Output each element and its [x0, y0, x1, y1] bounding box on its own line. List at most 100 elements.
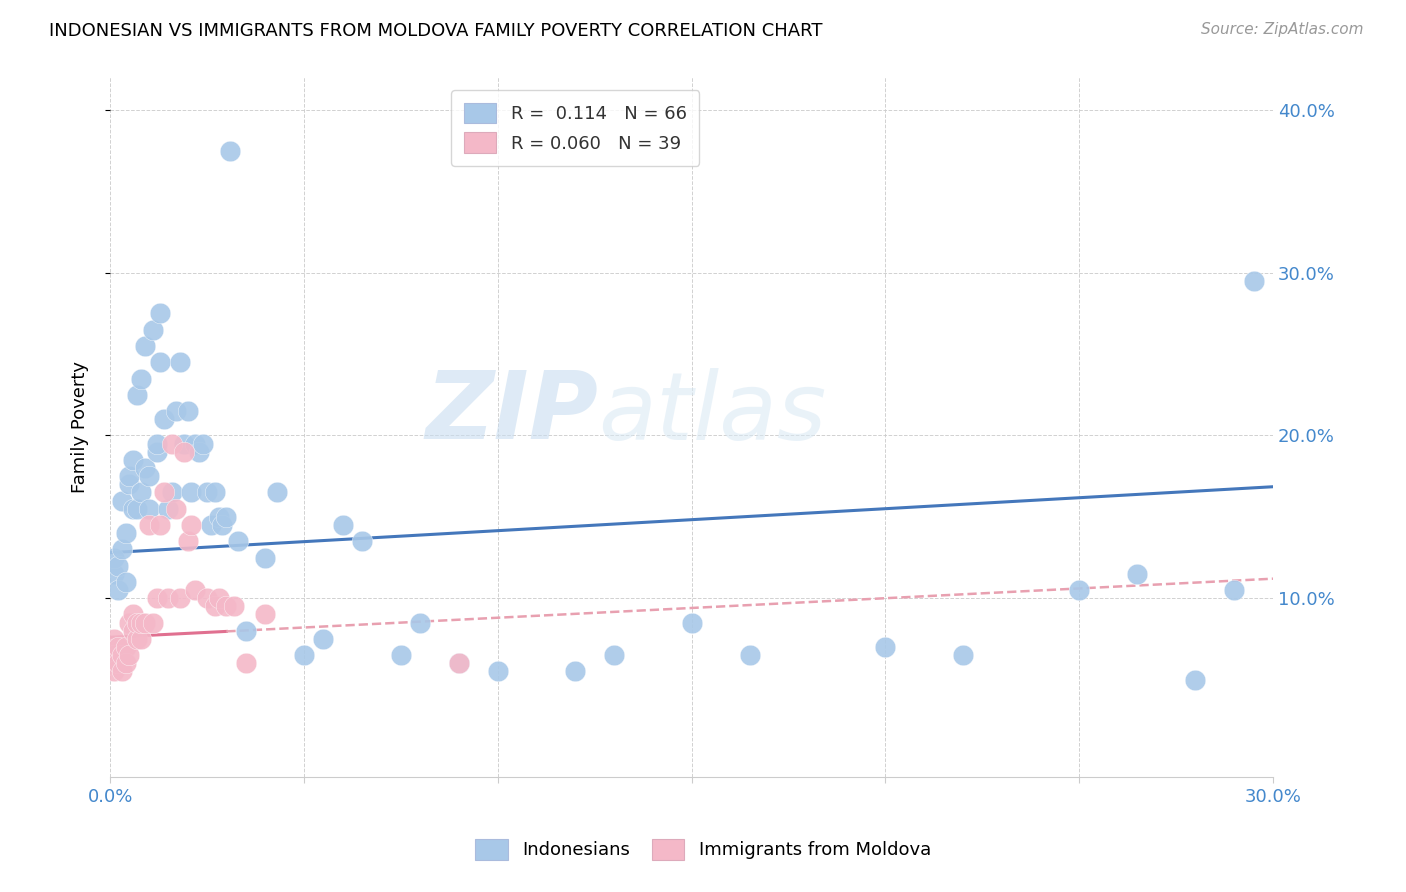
- Point: [103, 632, 125, 646]
- Point: [235, 657, 257, 671]
- Legend: R =  0.114   N = 66, R = 0.060   N = 39: R = 0.114 N = 66, R = 0.060 N = 39: [451, 90, 699, 166]
- Point: [738, 648, 761, 662]
- Point: [138, 518, 160, 533]
- Point: [122, 501, 145, 516]
- Text: Source: ZipAtlas.com: Source: ZipAtlas.com: [1201, 22, 1364, 37]
- Point: [1184, 673, 1206, 687]
- Point: [176, 534, 198, 549]
- Point: [1126, 566, 1149, 581]
- Point: [114, 574, 136, 589]
- Point: [254, 550, 277, 565]
- Point: [149, 355, 172, 369]
- Point: [103, 550, 125, 565]
- Point: [254, 607, 277, 622]
- Point: [195, 591, 218, 606]
- Y-axis label: Family Poverty: Family Poverty: [72, 361, 89, 493]
- Point: [603, 648, 626, 662]
- Point: [153, 485, 176, 500]
- Point: [188, 444, 211, 458]
- Point: [681, 615, 703, 630]
- Point: [149, 306, 172, 320]
- Point: [153, 412, 176, 426]
- Point: [118, 615, 141, 630]
- Point: [184, 583, 207, 598]
- Legend: Indonesians, Immigrants from Moldova: Indonesians, Immigrants from Moldova: [468, 831, 938, 867]
- Point: [127, 615, 149, 630]
- Point: [215, 509, 238, 524]
- Point: [207, 591, 229, 606]
- Point: [129, 371, 152, 385]
- Point: [103, 665, 125, 679]
- Point: [486, 665, 509, 679]
- Point: [266, 485, 288, 500]
- Point: [134, 339, 156, 353]
- Point: [149, 518, 172, 533]
- Point: [176, 404, 198, 418]
- Point: [103, 648, 125, 662]
- Point: [122, 607, 145, 622]
- Point: [1069, 583, 1091, 598]
- Point: [145, 436, 167, 450]
- Point: [312, 632, 335, 646]
- Point: [114, 640, 136, 654]
- Point: [134, 461, 156, 475]
- Point: [165, 501, 187, 516]
- Point: [138, 469, 160, 483]
- Point: [211, 518, 233, 533]
- Point: [145, 591, 167, 606]
- Point: [564, 665, 586, 679]
- Point: [129, 485, 152, 500]
- Point: [180, 518, 202, 533]
- Point: [107, 583, 129, 598]
- Point: [111, 493, 134, 508]
- Point: [332, 518, 354, 533]
- Point: [191, 436, 214, 450]
- Point: [127, 632, 149, 646]
- Point: [292, 648, 315, 662]
- Point: [235, 624, 257, 638]
- Point: [103, 566, 125, 581]
- Point: [111, 648, 134, 662]
- Point: [157, 501, 180, 516]
- Point: [180, 485, 202, 500]
- Point: [142, 323, 165, 337]
- Text: ZIP: ZIP: [426, 368, 599, 459]
- Point: [160, 436, 183, 450]
- Point: [169, 591, 191, 606]
- Text: atlas: atlas: [599, 368, 827, 458]
- Point: [169, 355, 191, 369]
- Point: [138, 501, 160, 516]
- Point: [875, 640, 897, 654]
- Point: [207, 509, 229, 524]
- Point: [226, 534, 249, 549]
- Point: [409, 615, 432, 630]
- Point: [952, 648, 974, 662]
- Point: [127, 388, 149, 402]
- Point: [122, 453, 145, 467]
- Point: [129, 615, 152, 630]
- Point: [129, 632, 152, 646]
- Point: [111, 665, 134, 679]
- Point: [134, 615, 156, 630]
- Point: [1223, 583, 1246, 598]
- Point: [184, 436, 207, 450]
- Point: [352, 534, 374, 549]
- Point: [114, 526, 136, 541]
- Point: [107, 558, 129, 573]
- Point: [447, 657, 470, 671]
- Point: [165, 404, 187, 418]
- Point: [111, 542, 134, 557]
- Point: [122, 624, 145, 638]
- Point: [195, 485, 218, 500]
- Point: [219, 144, 242, 158]
- Point: [142, 615, 165, 630]
- Point: [118, 648, 141, 662]
- Point: [389, 648, 412, 662]
- Point: [114, 657, 136, 671]
- Point: [107, 640, 129, 654]
- Point: [447, 657, 470, 671]
- Point: [145, 444, 167, 458]
- Point: [107, 657, 129, 671]
- Point: [173, 436, 195, 450]
- Point: [215, 599, 238, 614]
